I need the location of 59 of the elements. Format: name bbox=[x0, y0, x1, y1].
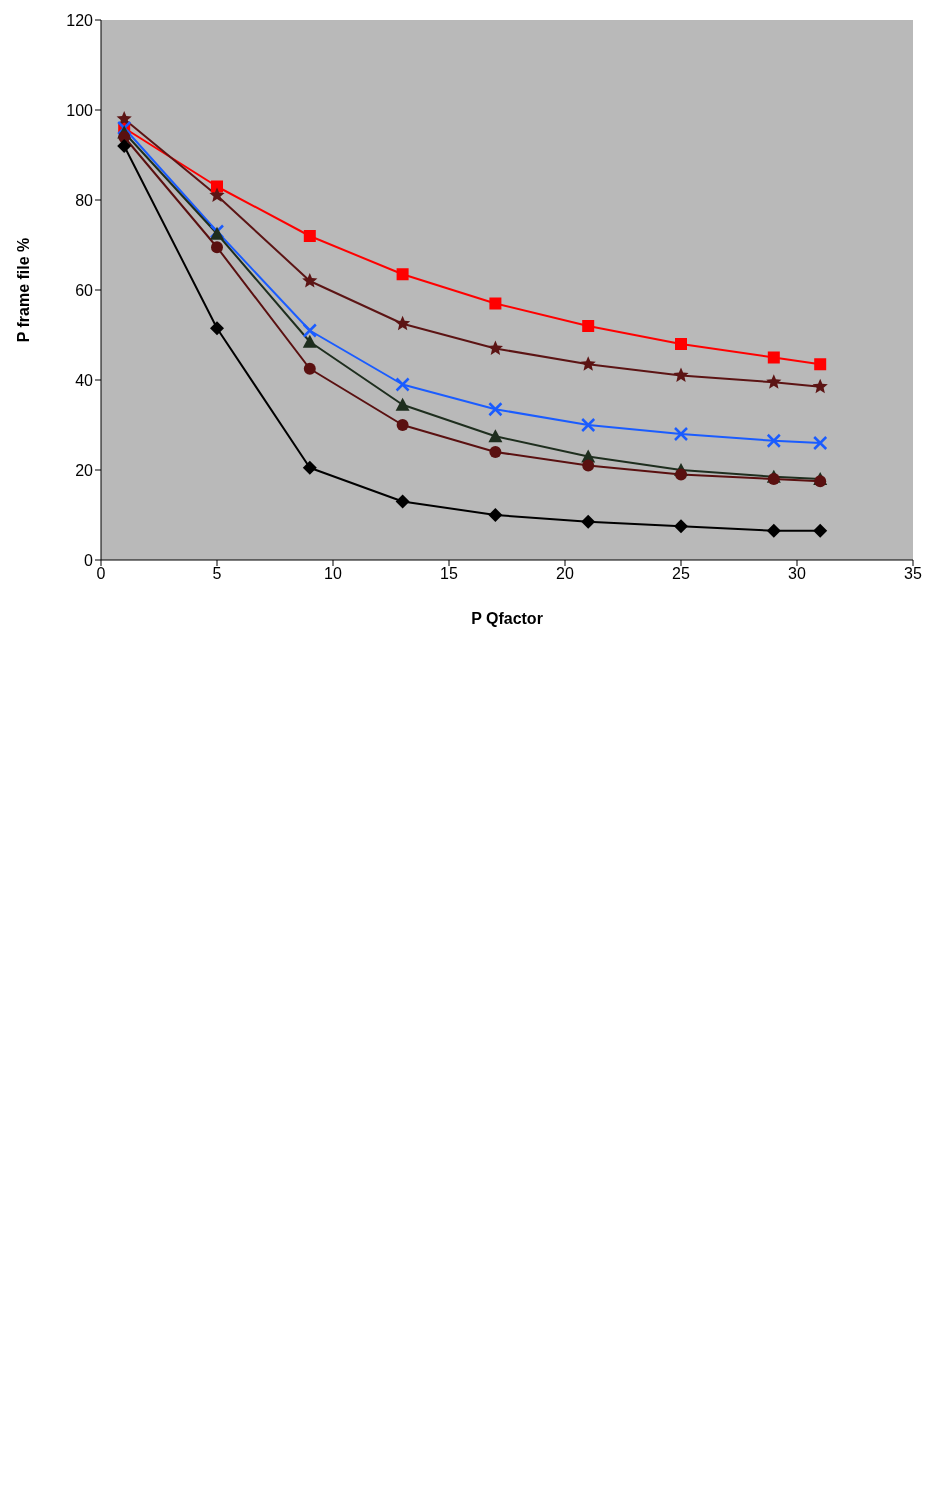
x-tick-label: 10 bbox=[324, 565, 342, 583]
point bbox=[673, 426, 689, 442]
point bbox=[766, 374, 782, 389]
point bbox=[303, 362, 316, 375]
x-tick-label: 20 bbox=[556, 565, 574, 583]
point bbox=[812, 435, 828, 451]
point bbox=[813, 523, 828, 538]
y-tick-label: 120 bbox=[66, 11, 94, 29]
point bbox=[117, 139, 132, 153]
point bbox=[488, 429, 503, 443]
point bbox=[673, 367, 689, 382]
point bbox=[581, 514, 596, 529]
point bbox=[489, 297, 502, 310]
y-tick-label: 100 bbox=[66, 101, 94, 119]
point bbox=[302, 460, 317, 475]
point bbox=[394, 315, 411, 331]
point bbox=[487, 340, 504, 355]
point bbox=[767, 473, 780, 485]
point bbox=[396, 268, 409, 281]
y-tick-label: 60 bbox=[75, 281, 94, 299]
point bbox=[211, 180, 223, 193]
point bbox=[488, 402, 503, 417]
point bbox=[395, 397, 410, 411]
y-tick-label: 40 bbox=[75, 371, 94, 389]
y-tick-label: 80 bbox=[75, 191, 94, 209]
x-tick-label: 30 bbox=[788, 565, 806, 583]
point bbox=[210, 321, 224, 336]
x-tick-label: 5 bbox=[212, 565, 222, 583]
point bbox=[395, 494, 410, 509]
point bbox=[766, 433, 782, 448]
point bbox=[211, 241, 223, 254]
point bbox=[489, 446, 502, 458]
point bbox=[302, 334, 317, 348]
point bbox=[396, 419, 409, 431]
point bbox=[580, 417, 596, 433]
point bbox=[302, 323, 318, 338]
x-tick-label: 15 bbox=[440, 565, 458, 583]
x-tick-label: 0 bbox=[96, 565, 106, 583]
y-tick-label: 20 bbox=[75, 461, 94, 479]
x-axis-title: P Qfactor bbox=[471, 610, 543, 627]
x-tick-label: 35 bbox=[904, 565, 922, 583]
point bbox=[303, 230, 316, 242]
point bbox=[766, 523, 781, 538]
point bbox=[674, 519, 688, 534]
point bbox=[580, 356, 596, 371]
x-tick-label: 25 bbox=[672, 565, 690, 583]
point bbox=[675, 338, 687, 350]
point bbox=[209, 187, 225, 202]
y-tick-label: 0 bbox=[84, 551, 94, 569]
point bbox=[675, 468, 687, 481]
point bbox=[582, 320, 595, 332]
point bbox=[767, 351, 780, 364]
y-axis-title: P frame file % bbox=[14, 237, 32, 343]
point bbox=[488, 508, 503, 522]
point bbox=[582, 459, 595, 472]
point bbox=[395, 377, 410, 392]
point bbox=[812, 378, 828, 394]
point bbox=[302, 273, 318, 288]
point bbox=[814, 358, 827, 371]
